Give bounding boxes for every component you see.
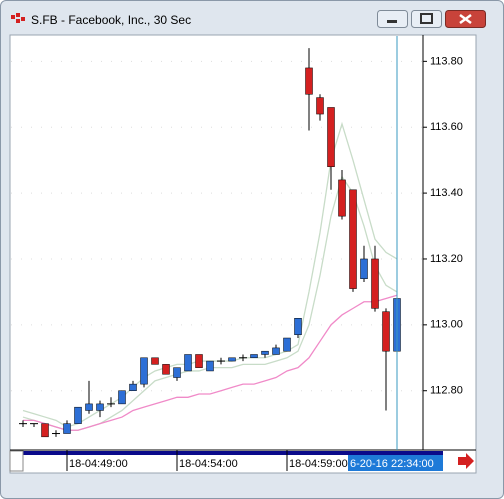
candle-body	[261, 350, 269, 355]
app-icon	[11, 13, 25, 23]
y-tick-label: 113.40	[430, 187, 463, 199]
minimize-button[interactable]	[377, 10, 408, 28]
y-tick-label: 113.60	[430, 121, 463, 133]
candle-body	[173, 367, 181, 378]
x-tick-label: 18-04:54:00	[179, 458, 238, 470]
candle-body	[74, 406, 82, 424]
y-tick-label: 113.00	[430, 319, 463, 331]
window-title: S.FB - Facebook, Inc., 30 Sec	[31, 13, 192, 27]
y-tick-label: 112.80	[430, 385, 463, 397]
candle-body	[338, 179, 346, 217]
candle-body	[371, 258, 379, 309]
candle-body	[272, 347, 280, 355]
window-buttons	[377, 10, 486, 28]
candle-body	[129, 383, 137, 391]
candle-body	[63, 423, 71, 434]
candle-body	[294, 318, 302, 335]
candle-body	[195, 354, 203, 368]
candle-body	[327, 107, 335, 167]
cursor-label: 6-20-16 22:34:00	[350, 458, 434, 470]
candle-body	[140, 357, 148, 385]
candle-body	[250, 354, 258, 359]
y-tick-label: 113.80	[430, 55, 463, 67]
candle-body	[151, 357, 159, 365]
chart-panel	[9, 34, 477, 474]
candle-body	[85, 403, 93, 411]
candle-body	[228, 357, 236, 362]
x-tick-label: 18-04:59:00	[289, 458, 348, 470]
candle-body	[96, 403, 104, 411]
indicator-line	[23, 294, 398, 431]
corner-box[interactable]	[9, 450, 24, 472]
candle-body	[118, 390, 126, 405]
candle-body	[41, 423, 49, 438]
candle-body	[382, 311, 390, 352]
maximize-button[interactable]	[411, 10, 442, 28]
candle-body	[360, 258, 368, 279]
candle-body	[305, 67, 313, 95]
candle-body	[184, 354, 192, 372]
candle-body	[162, 364, 170, 375]
x-tick-label: 18-04:49:00	[69, 458, 128, 470]
y-tick-label: 113.20	[430, 253, 463, 265]
scroll-bar[interactable]	[23, 451, 443, 455]
scroll-arrow[interactable]	[458, 453, 474, 469]
candle-body	[316, 97, 324, 115]
candle-body	[283, 337, 291, 352]
candle-body	[349, 189, 357, 289]
cursor-label-box	[348, 455, 443, 471]
candle-body	[206, 360, 214, 372]
